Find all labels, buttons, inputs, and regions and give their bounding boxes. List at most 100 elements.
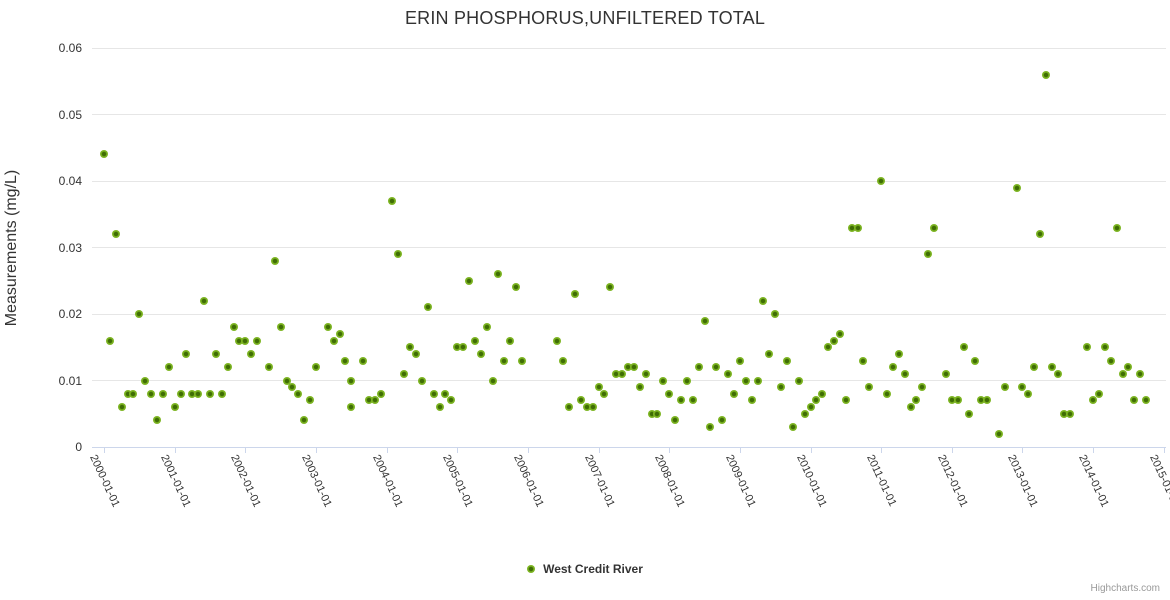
data-point[interactable] [211, 349, 220, 358]
data-point[interactable] [188, 389, 197, 398]
data-point[interactable] [800, 409, 809, 418]
data-point[interactable] [470, 336, 479, 345]
data-point[interactable] [635, 383, 644, 392]
data-point[interactable] [282, 376, 291, 385]
data-point[interactable] [1112, 223, 1121, 232]
data-point[interactable] [818, 389, 827, 398]
data-point[interactable] [794, 376, 803, 385]
data-point[interactable] [665, 389, 674, 398]
data-point[interactable] [859, 356, 868, 365]
data-point[interactable] [959, 343, 968, 352]
data-point[interactable] [906, 403, 915, 412]
data-point[interactable] [205, 389, 214, 398]
data-point[interactable] [241, 336, 250, 345]
data-point[interactable] [653, 409, 662, 418]
data-point[interactable] [700, 316, 709, 325]
data-point[interactable] [182, 349, 191, 358]
data-point[interactable] [830, 336, 839, 345]
data-point[interactable] [1118, 369, 1127, 378]
data-point[interactable] [571, 290, 579, 299]
data-point[interactable] [853, 223, 862, 232]
data-point[interactable] [953, 396, 962, 405]
data-point[interactable] [618, 369, 627, 378]
data-point[interactable] [718, 416, 727, 425]
data-point[interactable] [294, 389, 303, 398]
data-point[interactable] [500, 356, 509, 365]
data-point[interactable] [759, 296, 768, 305]
data-point[interactable] [429, 389, 438, 398]
data-point[interactable] [894, 349, 903, 358]
data-point[interactable] [141, 376, 150, 385]
data-point[interactable] [1106, 356, 1115, 365]
data-point[interactable] [1130, 396, 1139, 405]
data-point[interactable] [223, 363, 232, 372]
data-point[interactable] [506, 336, 515, 345]
data-point[interactable] [912, 396, 921, 405]
legend-item-west-credit-river[interactable]: West Credit River [527, 562, 643, 576]
data-point[interactable] [394, 250, 403, 259]
data-point[interactable] [288, 383, 297, 392]
data-point[interactable] [900, 369, 909, 378]
data-point[interactable] [488, 376, 497, 385]
data-point[interactable] [865, 383, 874, 392]
data-point[interactable] [1030, 363, 1039, 372]
data-point[interactable] [1094, 389, 1103, 398]
data-point[interactable] [606, 283, 615, 292]
data-point[interactable] [706, 423, 715, 432]
data-point[interactable] [777, 383, 786, 392]
data-point[interactable] [335, 329, 344, 338]
data-point[interactable] [423, 303, 432, 312]
data-point[interactable] [247, 349, 256, 358]
data-point[interactable] [924, 250, 933, 259]
data-point[interactable] [100, 150, 108, 159]
data-point[interactable] [400, 369, 409, 378]
data-point[interactable] [176, 389, 185, 398]
data-point[interactable] [306, 396, 315, 405]
data-point[interactable] [311, 363, 320, 372]
data-point[interactable] [553, 336, 562, 345]
data-point[interactable] [729, 389, 738, 398]
data-point[interactable] [1024, 389, 1033, 398]
data-point[interactable] [170, 403, 179, 412]
data-point[interactable] [347, 376, 356, 385]
data-point[interactable] [476, 349, 485, 358]
data-point[interactable] [194, 389, 203, 398]
data-point[interactable] [323, 323, 332, 332]
data-point[interactable] [647, 409, 656, 418]
data-point[interactable] [512, 283, 521, 292]
data-point[interactable] [694, 363, 703, 372]
data-point[interactable] [1136, 369, 1145, 378]
data-point[interactable] [459, 343, 468, 352]
data-point[interactable] [264, 363, 273, 372]
data-point[interactable] [518, 356, 526, 365]
data-point[interactable] [1124, 363, 1133, 372]
data-point[interactable] [370, 396, 379, 405]
data-point[interactable] [412, 349, 421, 358]
data-point[interactable] [388, 196, 397, 205]
data-point[interactable] [217, 389, 226, 398]
data-point[interactable] [565, 403, 574, 412]
data-point[interactable] [947, 396, 956, 405]
data-point[interactable] [494, 270, 503, 279]
data-point[interactable] [270, 256, 279, 265]
data-point[interactable] [771, 310, 780, 318]
data-point[interactable] [359, 356, 368, 365]
data-point[interactable] [441, 389, 450, 398]
data-point[interactable] [747, 396, 756, 405]
data-point[interactable] [641, 369, 650, 378]
data-point[interactable] [123, 389, 132, 398]
data-point[interactable] [941, 369, 950, 378]
data-point[interactable] [724, 369, 733, 378]
data-point[interactable] [788, 423, 797, 432]
data-point[interactable] [1018, 383, 1027, 392]
data-point[interactable] [918, 383, 927, 392]
data-point[interactable] [765, 349, 774, 358]
data-point[interactable] [453, 343, 462, 352]
data-point[interactable] [965, 409, 974, 418]
data-point[interactable] [1000, 383, 1009, 392]
data-point[interactable] [329, 336, 338, 345]
data-point[interactable] [688, 396, 697, 405]
data-point[interactable] [1012, 183, 1021, 192]
data-point[interactable] [994, 429, 1003, 438]
data-point[interactable] [1065, 409, 1074, 418]
